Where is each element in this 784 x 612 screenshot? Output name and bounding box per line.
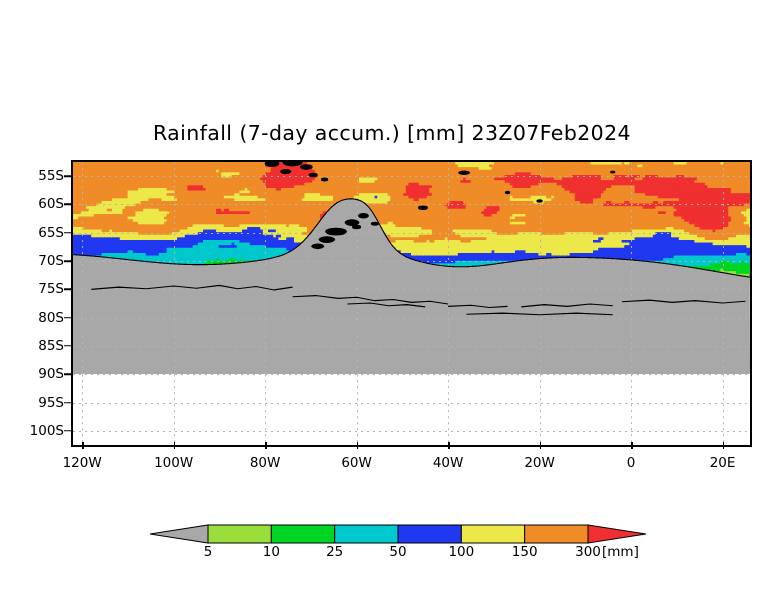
- x-tick-label: 40W: [432, 455, 464, 471]
- y-tick-mark: [64, 430, 71, 432]
- x-tick-label: 20W: [524, 455, 555, 471]
- colorbar-tick-label: 300: [575, 544, 601, 560]
- y-tick-mark: [64, 345, 71, 347]
- y-tick-label: 80S: [38, 309, 64, 326]
- map-plot-area: [71, 160, 752, 447]
- colorbar-band: [397, 524, 462, 544]
- y-tick-label: 60S: [38, 196, 64, 213]
- x-tick-mark: [539, 442, 542, 449]
- colorbar-units-label: [mm]: [602, 544, 639, 560]
- x-tick-label: 60W: [341, 455, 372, 471]
- x-tick-mark: [356, 442, 359, 449]
- y-axis-ticks: 55S 60S 65S 70S 75S 80S 85S 90S 95S 100S: [0, 160, 71, 447]
- x-tick-label: 20E: [709, 455, 736, 471]
- colorbar-band-over: [587, 524, 647, 544]
- colorbar-band: [460, 524, 526, 544]
- x-tick-label: 80W: [249, 455, 281, 471]
- y-tick-mark: [64, 288, 71, 291]
- x-tick-mark: [631, 442, 633, 449]
- x-tick-mark: [448, 442, 450, 449]
- colorbar-band: [270, 524, 336, 544]
- x-tick-mark: [82, 442, 84, 449]
- y-tick-label: 95S: [38, 394, 64, 411]
- x-tick-label: 100W: [154, 455, 194, 471]
- x-tick-mark: [722, 442, 725, 449]
- y-tick-mark: [64, 401, 71, 404]
- y-tick-label: 90S: [38, 366, 64, 383]
- y-tick-label: 70S: [38, 253, 64, 270]
- colorbar-tick-label: 10: [262, 544, 280, 560]
- y-tick-label: 100S: [29, 422, 64, 439]
- y-tick-mark: [64, 260, 71, 262]
- x-tick-mark: [173, 442, 176, 449]
- y-tick-label: 75S: [38, 281, 64, 298]
- x-tick-label: 0: [626, 455, 636, 471]
- y-tick-mark: [64, 203, 71, 206]
- y-tick-mark: [64, 316, 71, 319]
- colorbar-band: [334, 524, 399, 544]
- x-axis-ticks: 120W 100W 80W 60W 40W 20W 0 20E: [63, 442, 752, 475]
- page-title: Rainfall (7-day accum.) [mm] 23Z07Feb202…: [152, 121, 632, 145]
- x-tick-label: 120W: [62, 455, 102, 471]
- colorbar-tick-label: 5: [203, 544, 213, 560]
- y-tick-mark: [64, 373, 71, 375]
- y-tick-label: 65S: [38, 224, 64, 241]
- y-tick-mark: [64, 175, 71, 177]
- colorbar-legend: [mm] 5 10 25 50 100 150 300: [150, 522, 660, 568]
- colorbar-band-under: [150, 524, 209, 544]
- x-tick-mark: [265, 442, 267, 449]
- colorbar-tick-label: 50: [389, 544, 407, 560]
- y-tick-label: 55S: [38, 168, 64, 185]
- colorbar-swatches: [150, 524, 647, 544]
- y-tick-mark: [64, 232, 71, 234]
- rainfall-field-canvas: [73, 162, 750, 445]
- colorbar-tick-label: 100: [448, 544, 475, 560]
- colorbar-tick-label: 150: [511, 544, 538, 560]
- colorbar-tick-label: 25: [326, 544, 344, 560]
- colorbar-band: [207, 524, 272, 544]
- colorbar-band: [524, 524, 589, 544]
- y-tick-label: 85S: [38, 337, 64, 354]
